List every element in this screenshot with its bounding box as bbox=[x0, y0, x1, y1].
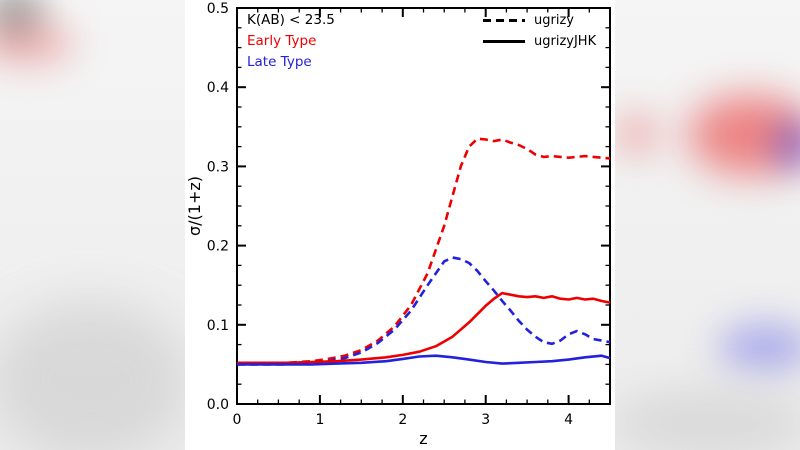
tick-labels: 0 1 2 3 4 0.0 0.1 0.2 0.3 0.4 0.5 bbox=[207, 1, 573, 428]
backdrop-blob bbox=[718, 323, 800, 371]
plot-annotations: K(AB) < 23.5 Early Type Late Type bbox=[247, 10, 335, 73]
x-tick-label: 4 bbox=[564, 412, 573, 428]
photoz-accuracy-plot: 0 1 2 3 4 0.0 0.1 0.2 0.3 0.4 0.5 z σ/(1+z) bbox=[185, 1, 611, 448]
series-late-type-ugrizy bbox=[237, 256, 611, 366]
x-tick-label: 1 bbox=[315, 412, 324, 428]
legend-label-ugrizyJHK: ugrizyJHK bbox=[534, 34, 597, 49]
legend-item-ugrizy: ugrizy bbox=[483, 10, 596, 31]
dashed-line-sample bbox=[483, 19, 525, 22]
solid-line-sample bbox=[483, 40, 525, 43]
series-early-type-ugrizyJHK bbox=[237, 291, 611, 365]
x-tick-label: 3 bbox=[481, 412, 490, 428]
legend-item-ugrizyJHK: ugrizyJHK bbox=[483, 31, 596, 52]
y-tick-label: 0.5 bbox=[207, 1, 229, 17]
backdrop-blob bbox=[0, 300, 190, 450]
legend-label-ugrizy: ugrizy bbox=[534, 13, 574, 28]
x-tick-label: 2 bbox=[398, 412, 407, 428]
backdrop-blob bbox=[610, 388, 800, 450]
figure-panel: 0 1 2 3 4 0.0 0.1 0.2 0.3 0.4 0.5 z σ/(1+z) K(AB) < … bbox=[185, 0, 615, 450]
y-tick-label: 0.4 bbox=[207, 80, 229, 96]
backdrop-blob bbox=[0, 22, 75, 64]
x-axis-label: z bbox=[419, 429, 427, 448]
late-type-label: Late Type bbox=[247, 54, 312, 70]
y-tick-label: 0.1 bbox=[207, 318, 229, 334]
x-tick-label: 0 bbox=[233, 412, 242, 428]
backdrop-blob bbox=[612, 108, 662, 160]
early-type-label: Early Type bbox=[247, 33, 317, 49]
plot-legend: ugrizy ugrizyJHK bbox=[483, 10, 596, 52]
y-tick-label: 0.2 bbox=[207, 239, 229, 255]
y-tick-label: 0.0 bbox=[207, 397, 229, 413]
series-late-type-ugrizyJHK bbox=[237, 354, 611, 366]
plot-frame bbox=[236, 7, 611, 405]
magnitude-limit-label: K(AB) < 23.5 bbox=[247, 12, 335, 28]
series-early-type-ugrizy bbox=[237, 137, 611, 365]
backdrop-blob bbox=[688, 95, 800, 175]
y-tick-label: 0.3 bbox=[207, 159, 229, 175]
y-axis-label: σ/(1+z) bbox=[185, 176, 204, 236]
